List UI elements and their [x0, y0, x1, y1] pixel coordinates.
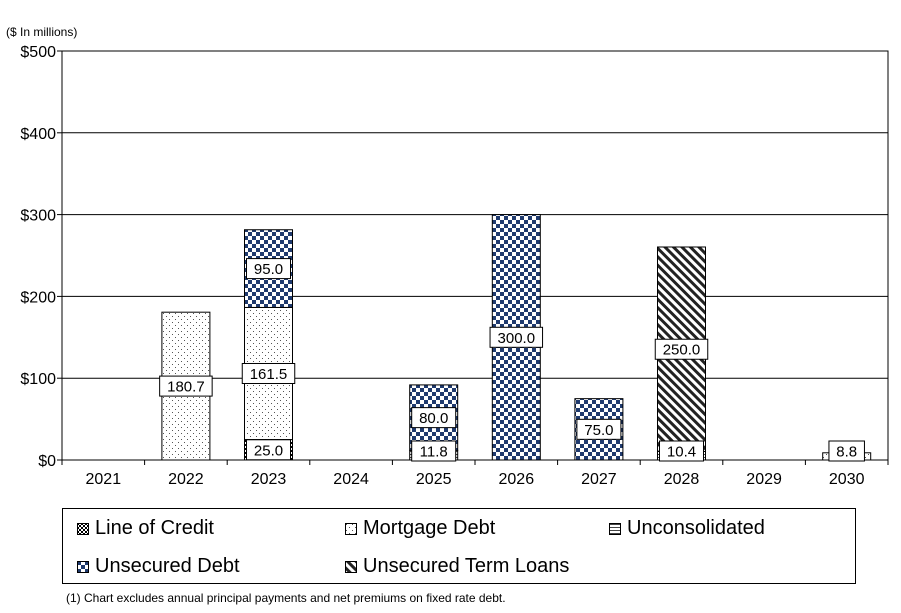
unit-label: ($ In millions)	[6, 25, 78, 39]
data-label-text: 161.5	[250, 366, 288, 383]
data-label-box	[411, 440, 457, 462]
data-label-text: 250.0	[663, 342, 701, 359]
x-tick-label: 2029	[746, 471, 782, 488]
data-label-text: 95.0	[254, 261, 283, 278]
y-tick-label: $0	[38, 453, 56, 470]
legend-label: Unsecured Term Loans	[363, 555, 570, 577]
data-label-box	[246, 439, 291, 461]
data-label: 250.0	[654, 338, 709, 360]
unsecured-term-loans-swatch-icon	[345, 560, 357, 573]
legend-label: Unsecured Debt	[95, 555, 240, 577]
y-tick-label: $500	[20, 44, 56, 61]
data-label-text: 25.0	[254, 442, 283, 459]
data-label-box	[576, 418, 622, 440]
x-tick-label: 2027	[581, 471, 617, 488]
chart-legend: Line of Credit Mortgage Debt Unconsolida…	[62, 508, 856, 584]
data-label-text: 8.8	[836, 444, 857, 461]
legend-item-line-of-credit: Line of Credit	[77, 517, 214, 540]
footnote: (1) Chart excludes annual principal paym…	[66, 591, 506, 605]
data-label-box	[411, 407, 457, 429]
y-tick-label: $200	[20, 289, 56, 306]
x-tick-label: 2026	[499, 471, 535, 488]
data-label-text: 75.0	[584, 422, 613, 439]
data-label-box	[246, 258, 291, 280]
data-label-box	[659, 440, 704, 462]
y-tick-label: $100	[20, 371, 56, 388]
legend-item-mortgage-debt: Mortgage Debt	[345, 517, 495, 540]
legend-item-unsecured-debt: Unsecured Debt	[77, 555, 240, 578]
data-label: 25.0	[246, 439, 291, 461]
axes: $0 $100 $200 $300 $400 $500 2021 2022 2023 2024 20…	[20, 44, 889, 488]
data-label: 8.8	[828, 440, 865, 462]
unconsolidated-swatch-icon	[609, 522, 621, 535]
data-label-box	[159, 375, 213, 397]
data-label-text: 10.4	[667, 444, 696, 461]
data-label: 95.0	[246, 258, 291, 280]
legend-label: Line of Credit	[95, 517, 214, 539]
data-label-box	[241, 362, 296, 384]
x-tick-label: 2030	[829, 471, 865, 488]
x-tick-label: 2022	[168, 471, 204, 488]
data-label-text: 300.0	[498, 330, 536, 347]
line-of-credit-swatch-icon	[77, 522, 89, 535]
data-label: 75.0	[576, 418, 622, 440]
legend-item-unconsolidated: Unconsolidated	[609, 517, 765, 540]
legend-item-unsecured-term-loans: Unsecured Term Loans	[345, 555, 569, 578]
data-label-box	[828, 440, 865, 462]
data-label: 180.7	[159, 375, 213, 397]
x-tick-label: 2025	[416, 471, 452, 488]
data-label: 11.8	[411, 440, 457, 462]
data-label-text: 11.8	[420, 444, 448, 461]
data-label: 10.4	[659, 440, 704, 462]
y-tick-label: $300	[20, 208, 56, 225]
legend-label: Unconsolidated	[627, 517, 765, 539]
data-label: 80.0	[411, 407, 457, 429]
data-label-text: 80.0	[419, 410, 448, 427]
data-label-box	[489, 326, 544, 348]
data-label: 161.5	[241, 362, 296, 384]
data-label: 300.0	[489, 326, 544, 348]
data-label-box	[654, 338, 709, 360]
mortgage-debt-swatch-icon	[345, 522, 357, 535]
x-tick-label: 2024	[333, 471, 369, 488]
debt-maturity-chart: 180.7 25.0 161.5 95.0 11.8 80.0 300.0 75.0 10.4 2…	[20, 44, 889, 488]
x-tick-label: 2021	[86, 471, 122, 488]
legend-label: Mortgage Debt	[363, 517, 496, 539]
unsecured-debt-swatch-icon	[77, 560, 89, 573]
y-tick-label: $400	[20, 126, 56, 143]
data-label-text: 180.7	[167, 379, 205, 396]
x-tick-label: 2028	[664, 471, 700, 488]
x-tick-label: 2023	[251, 471, 287, 488]
data-labels: 180.7 25.0 161.5 95.0 11.8 80.0 300.0 75.0 10.4 2…	[159, 258, 865, 462]
